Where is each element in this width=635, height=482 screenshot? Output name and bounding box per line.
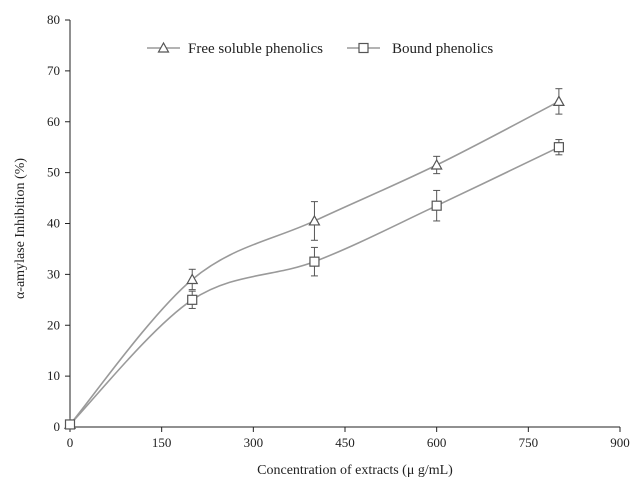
series-1: [63, 88, 565, 430]
y-tick-label: 70: [47, 63, 60, 78]
x-tick-label: 600: [427, 435, 447, 450]
data-point: [308, 214, 321, 226]
legend-marker: [358, 42, 369, 54]
y-tick-label: 50: [47, 165, 60, 180]
legend-label: Bound phenolics: [392, 41, 493, 57]
y-ticks: 0 10 20 30 40 50 60 70 80: [47, 12, 70, 434]
x-tick-label: 900: [610, 435, 630, 450]
legend-item-1: Free soluble phenolics: [147, 41, 323, 57]
data-point: [430, 158, 443, 170]
data-point: [431, 200, 442, 211]
y-tick-label: 10: [47, 368, 60, 383]
x-tick-label: 150: [152, 435, 172, 450]
data-point: [186, 273, 199, 285]
x-tick-label: 750: [519, 435, 539, 450]
legend-label: Free soluble phenolics: [188, 41, 323, 57]
x-axis-label: Concentration of extracts (μ g/mL): [257, 463, 453, 478]
y-tick-label: 80: [47, 12, 60, 27]
legend-item-2: Bound phenolics: [347, 41, 493, 57]
data-point: [553, 142, 564, 153]
axes: [69, 20, 620, 428]
x-tick-label: 450: [335, 435, 355, 450]
data-point: [552, 95, 565, 107]
data-point: [309, 256, 320, 267]
y-tick-label: 40: [47, 216, 60, 231]
series-layer: [63, 88, 565, 430]
legend: Free soluble phenolics Bound phenolics: [147, 41, 493, 57]
series-line: [69, 146, 560, 426]
x-ticks: 0 150 300 450 600 750 900: [67, 427, 630, 450]
y-tick-label: 60: [47, 114, 60, 129]
y-tick-label: 30: [47, 266, 60, 281]
y-axis-label: α-amylase Inhibition (%): [13, 158, 28, 299]
y-tick-label: 0: [54, 419, 61, 434]
data-point: [64, 419, 76, 430]
series-2: [64, 139, 564, 430]
data-point: [187, 294, 198, 305]
y-tick-label: 20: [47, 317, 60, 332]
x-tick-label: 0: [67, 435, 74, 450]
legend-marker: [157, 41, 170, 53]
x-tick-label: 300: [244, 435, 264, 450]
